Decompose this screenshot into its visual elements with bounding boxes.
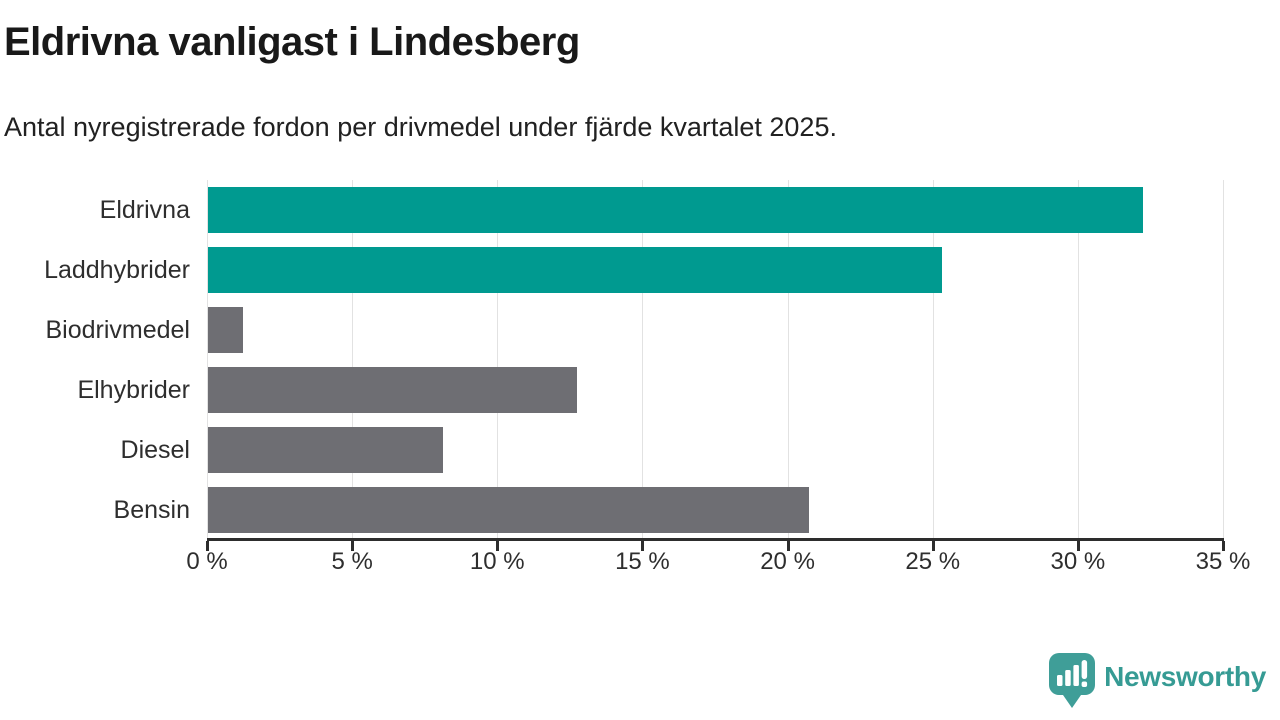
gridline (787, 180, 789, 540)
bar-row: Diesel (0, 420, 1280, 480)
bar-row: Eldrivna (0, 180, 1280, 240)
brand-footer: Newsworthy (1049, 653, 1266, 708)
tick-label: 30 % (1050, 548, 1106, 575)
tick-mark (206, 541, 209, 551)
bar-diesel (208, 427, 444, 473)
gridline (207, 180, 208, 540)
logo-bar-2 (1065, 670, 1071, 686)
tick-label: 10 % (469, 548, 525, 575)
gridlines (207, 180, 1224, 540)
bar-elhybrider (208, 367, 577, 413)
chart-title: Eldrivna vanligast i Lindesberg (4, 20, 580, 64)
bar-chart: Eldrivna Laddhybrider Biodrivmedel Elhybrid… (0, 180, 1280, 575)
tick-label: 25 % (905, 548, 961, 575)
gridline (642, 180, 644, 540)
category-label: Bensin (113, 495, 190, 524)
gridline (1077, 180, 1079, 540)
logo-exclamation-dot (1081, 681, 1088, 687)
tick-mark (931, 541, 935, 551)
bar-laddhybrider (208, 247, 943, 293)
gridline (497, 180, 499, 540)
gridline (352, 180, 354, 540)
gridline (932, 180, 934, 540)
chart-subtitle: Antal nyregistrerade fordon per drivmede… (4, 112, 837, 142)
tick-label: 35 % (1195, 548, 1251, 575)
logo-bubble (1049, 653, 1096, 708)
tick-mark (496, 541, 500, 551)
bar-row: Bensin (0, 480, 1280, 540)
category-label: Laddhybrider (44, 255, 190, 284)
bar-biodrivmedel (208, 307, 243, 353)
x-axis-line (207, 538, 1224, 541)
logo-bar-1 (1057, 675, 1063, 686)
tick-mark (1222, 541, 1225, 551)
bar-row: Laddhybrider (0, 240, 1280, 300)
tick-label: 0 % (186, 548, 228, 575)
bar-rows: Eldrivna Laddhybrider Biodrivmedel Elhybrid… (0, 180, 1280, 540)
bar-bensin (208, 487, 809, 533)
bar-row: Biodrivmedel (0, 300, 1280, 360)
bar-row: Elhybrider (0, 360, 1280, 420)
category-label: Eldrivna (99, 195, 190, 224)
tick-label: 20 % (760, 548, 815, 575)
tick-mark (351, 541, 355, 551)
brand-name: Newsworthy (1104, 660, 1266, 692)
tick-mark (786, 541, 790, 551)
category-label: Diesel (120, 435, 190, 464)
tick-mark (641, 541, 645, 551)
gridline (1223, 180, 1224, 540)
tick-mark (1076, 541, 1080, 551)
logo-exclamation-stem (1081, 660, 1088, 679)
newsworthy-logo-icon (1049, 653, 1096, 708)
category-label: Biodrivmedel (45, 315, 190, 344)
bar-eldrivna (208, 187, 1143, 233)
logo-bar-3 (1073, 665, 1079, 686)
tick-label: 15 % (615, 548, 670, 575)
tick-label: 5 % (331, 548, 373, 575)
category-label: Elhybrider (77, 375, 190, 404)
